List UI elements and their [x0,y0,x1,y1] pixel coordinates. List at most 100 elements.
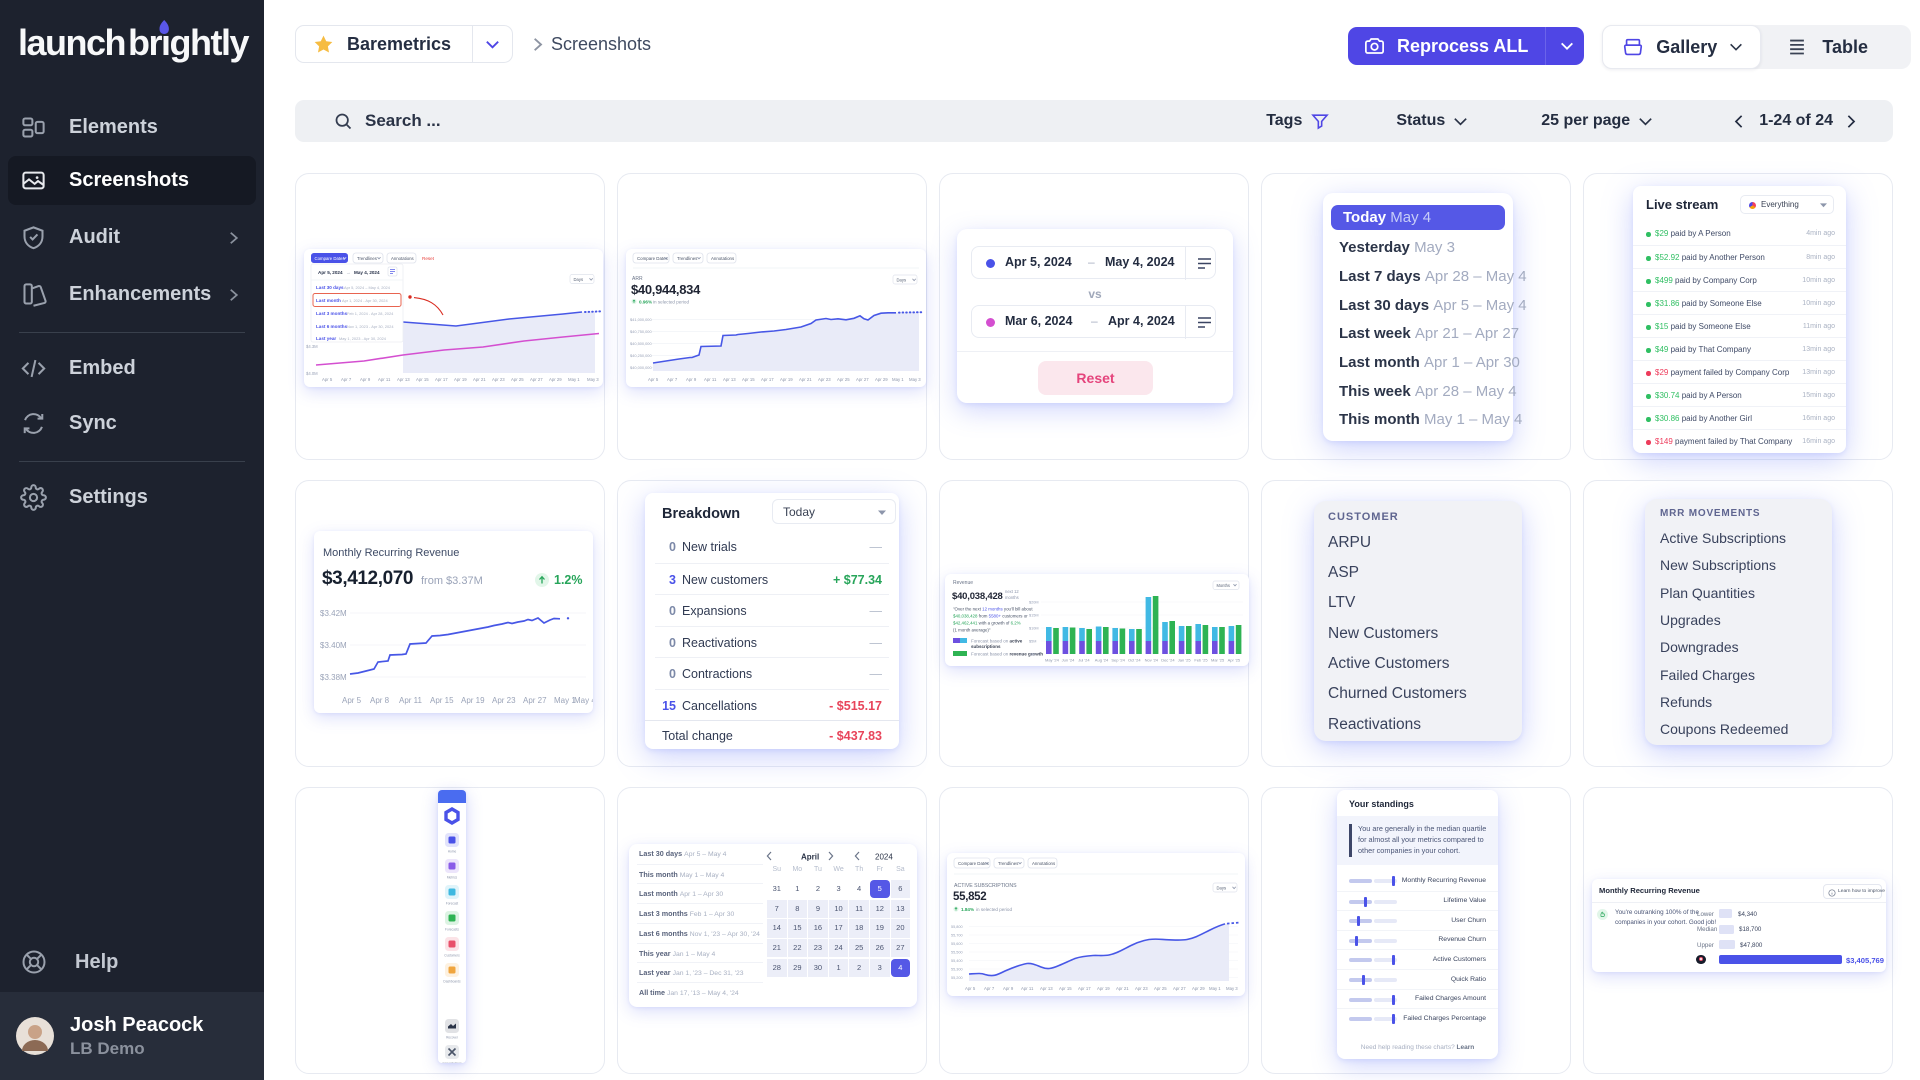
svg-text:55,800: 55,800 [951,925,963,929]
svg-text:May 1: May 1 [568,377,580,382]
svg-text:Apr 1, 2024 - Apr 30, 2024: Apr 1, 2024 - Apr 30, 2024 [342,298,388,303]
svg-text:Mar '25: Mar '25 [1211,658,1225,663]
svg-text:Days: Days [574,277,584,282]
svg-text:Trendlines: Trendlines [357,256,377,261]
svg-text:Annotations: Annotations [1032,861,1056,866]
svg-text:Apr 17: Apr 17 [1078,986,1091,991]
svg-text:Apr 11: Apr 11 [378,377,391,382]
svg-text:Recover: Recover [446,1036,459,1040]
svg-text:Apr 13: Apr 13 [723,377,736,382]
svg-text:Trendlines: Trendlines [677,256,698,261]
svg-text:$3.40M: $3.40M [320,641,347,650]
svg-text:Apr 23: Apr 23 [492,696,516,705]
svg-text:Days: Days [897,277,907,282]
svg-text:Months: Months [1217,583,1230,588]
svg-text:in selected period: in selected period [653,300,689,305]
svg-text:Apr 25: Apr 25 [1154,986,1167,991]
svg-text:55,600: 55,600 [951,942,963,946]
svg-text:Annotations: Annotations [711,256,735,261]
svg-text:Oct '24: Oct '24 [1128,658,1141,663]
svg-text:May 3: May 3 [909,377,921,382]
svg-text:Apr 21: Apr 21 [799,377,812,382]
svg-text:Apr 21: Apr 21 [1116,986,1129,991]
svg-text:$40,500,000: $40,500,000 [630,341,652,346]
svg-text:Apr 17: Apr 17 [435,377,448,382]
svg-text:Days: Days [1217,885,1227,890]
svg-text:Apr 23: Apr 23 [1135,986,1148,991]
svg-text:Apr 21: Apr 21 [473,377,486,382]
svg-text:Apr 25: Apr 25 [837,377,850,382]
svg-text:Apr 13: Apr 13 [1040,986,1053,991]
svg-text:Apr 7: Apr 7 [984,986,995,991]
svg-text:Jun '24: Jun '24 [1062,658,1076,663]
svg-text:$42,462,441 with a growth of 6: $42,462,441 with a growth of 6.2% [953,621,1021,626]
svg-text:brightly: brightly [128,22,249,63]
svg-text:$15M: $15M [1029,614,1039,618]
svg-text:Apr 13: Apr 13 [397,377,410,382]
svg-text:$40,750,000: $40,750,000 [630,329,652,334]
svg-text:Trendlines: Trendlines [998,861,1019,866]
svg-text:Last 30 days: Last 30 days [316,285,344,290]
svg-text:55,300: 55,300 [951,968,963,972]
svg-text:Forecast: Forecast [446,902,459,906]
svg-text:→: → [346,270,351,275]
svg-text:Last 3 months: Last 3 months [316,311,348,316]
svg-text:Monthly Recurring Revenue: Monthly Recurring Revenue [323,547,459,559]
svg-text:Feb '25: Feb '25 [1194,658,1208,663]
svg-text:0.96%: 0.96% [639,300,652,305]
svg-text:$20M: $20M [1029,601,1039,605]
svg-text:Revenue: Revenue [953,580,973,586]
svg-text:Apr 29: Apr 29 [875,377,888,382]
svg-text:May 4: May 4 [574,696,593,705]
svg-text:Apr 23: Apr 23 [492,377,505,382]
svg-text:$40,250,000: $40,250,000 [630,353,652,358]
svg-text:Last month: Last month [316,298,341,303]
svg-text:55,500: 55,500 [951,951,963,955]
svg-text:$5M: $5M [1029,640,1036,644]
svg-text:55,852: 55,852 [953,891,986,903]
svg-text:Reset: Reset [422,256,435,261]
svg-text:Apr 19: Apr 19 [461,696,485,705]
svg-text:Compare Dates: Compare Dates [315,256,345,261]
svg-text:2024: 2024 [875,853,893,862]
svg-text:Apr 15: Apr 15 [1059,986,1072,991]
svg-text:Cancellations: Cancellations [442,1062,462,1064]
svg-text:Apr 7: Apr 7 [341,377,352,382]
svg-text:in selected period: in selected period [976,907,1012,912]
svg-text:"Over the next 12 months you'l: "Over the next 12 months you'll bill abo… [953,607,1033,612]
svg-text:1.2%: 1.2% [554,573,583,587]
svg-text:Jul '24: Jul '24 [1078,658,1090,663]
svg-text:$40,038,428: $40,038,428 [952,591,1003,602]
svg-text:Apr 11: Apr 11 [1021,986,1034,991]
svg-text:ARR: ARR [632,276,643,282]
svg-text:Apr 27: Apr 27 [530,377,543,382]
svg-text:Apr 11: Apr 11 [704,377,717,382]
svg-text:next 12: next 12 [1005,589,1019,594]
svg-text:May 1: May 1 [554,696,576,705]
svg-text:$40,000,000: $40,000,000 [630,365,652,370]
svg-text:Apr 27: Apr 27 [1173,986,1186,991]
svg-text:Last 6 months: Last 6 months [316,324,348,329]
svg-text:Dec '24: Dec '24 [1161,658,1175,663]
svg-text:Apr 11: Apr 11 [399,696,423,705]
svg-text:Apr 15: Apr 15 [416,377,429,382]
svg-text:Apr 5, 2024: Apr 5, 2024 [318,270,343,275]
svg-text:55,400: 55,400 [951,959,963,963]
svg-text:Dashboards: Dashboards [443,980,461,984]
svg-text:Feb 1, 2024 - Apr 28, 2024: Feb 1, 2024 - Apr 28, 2024 [347,311,394,316]
svg-text:Apr 27: Apr 27 [523,696,547,705]
svg-text:launch: launch [18,22,125,63]
svg-text:May 1: May 1 [892,377,904,382]
svg-text:from $3.37M: from $3.37M [421,575,483,587]
svg-text:55,200: 55,200 [951,976,963,980]
svg-text:May 1, 2023 - Apr 30, 2024: May 1, 2023 - Apr 30, 2024 [339,336,387,341]
svg-text:Last year: Last year [316,336,336,341]
svg-text:$4.0M: $4.0M [306,371,318,376]
svg-text:Apr 25: Apr 25 [511,377,524,382]
svg-text:Apr '25: Apr '25 [1228,658,1241,663]
svg-text:Apr 9: Apr 9 [360,377,371,382]
svg-text:ACTIVE SUBSCRIPTIONS: ACTIVE SUBSCRIPTIONS [954,883,1017,889]
svg-text:May '24: May '24 [1045,658,1060,663]
svg-text:Apr 9: Apr 9 [1003,986,1014,991]
svg-text:May 1: May 1 [1209,986,1221,991]
